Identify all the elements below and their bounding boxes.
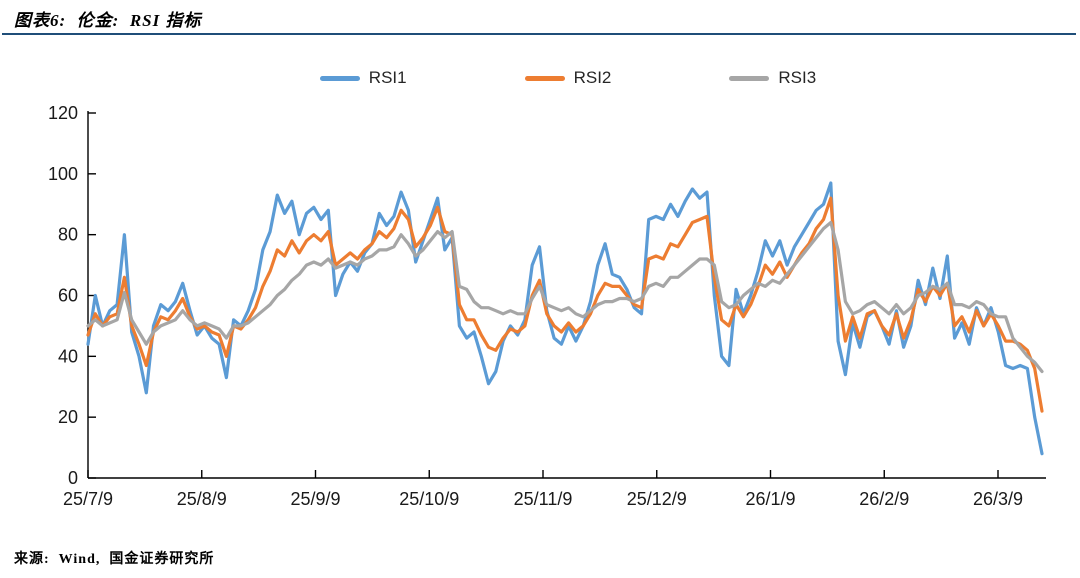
- legend-swatch-rsi3-icon: [729, 75, 770, 81]
- series-line-rsi2: [86, 196, 1044, 413]
- y-tick-label: 120: [48, 103, 78, 123]
- x-tick-label: 25/7/9: [63, 489, 113, 509]
- y-tick-label: 80: [58, 225, 78, 245]
- legend-label-rsi1: RSI1: [368, 68, 407, 87]
- legend-swatch-rsi1-icon: [319, 75, 360, 81]
- x-tick-label: 25/9/9: [290, 489, 340, 509]
- x-tick-label: 26/3/9: [973, 489, 1023, 509]
- title-divider: [2, 33, 1076, 35]
- x-tick-label: 26/1/9: [745, 489, 795, 509]
- y-tick-label: 0: [68, 468, 78, 488]
- x-tick-label: 25/11/9: [514, 489, 573, 509]
- legend-label-rsi2: RSI2: [573, 68, 612, 87]
- legend-item-rsi3: RSI3: [729, 68, 816, 88]
- series-line-rsi3: [86, 220, 1044, 374]
- y-tick-label: 40: [58, 346, 78, 366]
- y-tick-label: 60: [58, 286, 78, 306]
- x-tick-label: 25/8/9: [177, 489, 227, 509]
- chart-legend: RSI1 RSI2 RSI3: [28, 68, 1080, 88]
- legend-item-rsi1: RSI1: [319, 68, 407, 88]
- x-tick-label: 26/2/9: [859, 489, 909, 509]
- y-tick-label: 20: [58, 407, 78, 427]
- figure-title: 图表6: 伦金: RSI 指标: [14, 11, 202, 30]
- legend-label-rsi3: RSI3: [778, 68, 817, 87]
- y-tick-label: 100: [48, 164, 78, 184]
- legend-item-rsi2: RSI2: [524, 68, 612, 88]
- x-tick-label: 25/12/9: [627, 489, 687, 509]
- x-tick-label: 25/10/9: [399, 489, 459, 509]
- source-note: 来源: Wind, 国金证券研究所: [14, 552, 215, 567]
- legend-swatch-rsi2-icon: [524, 75, 565, 81]
